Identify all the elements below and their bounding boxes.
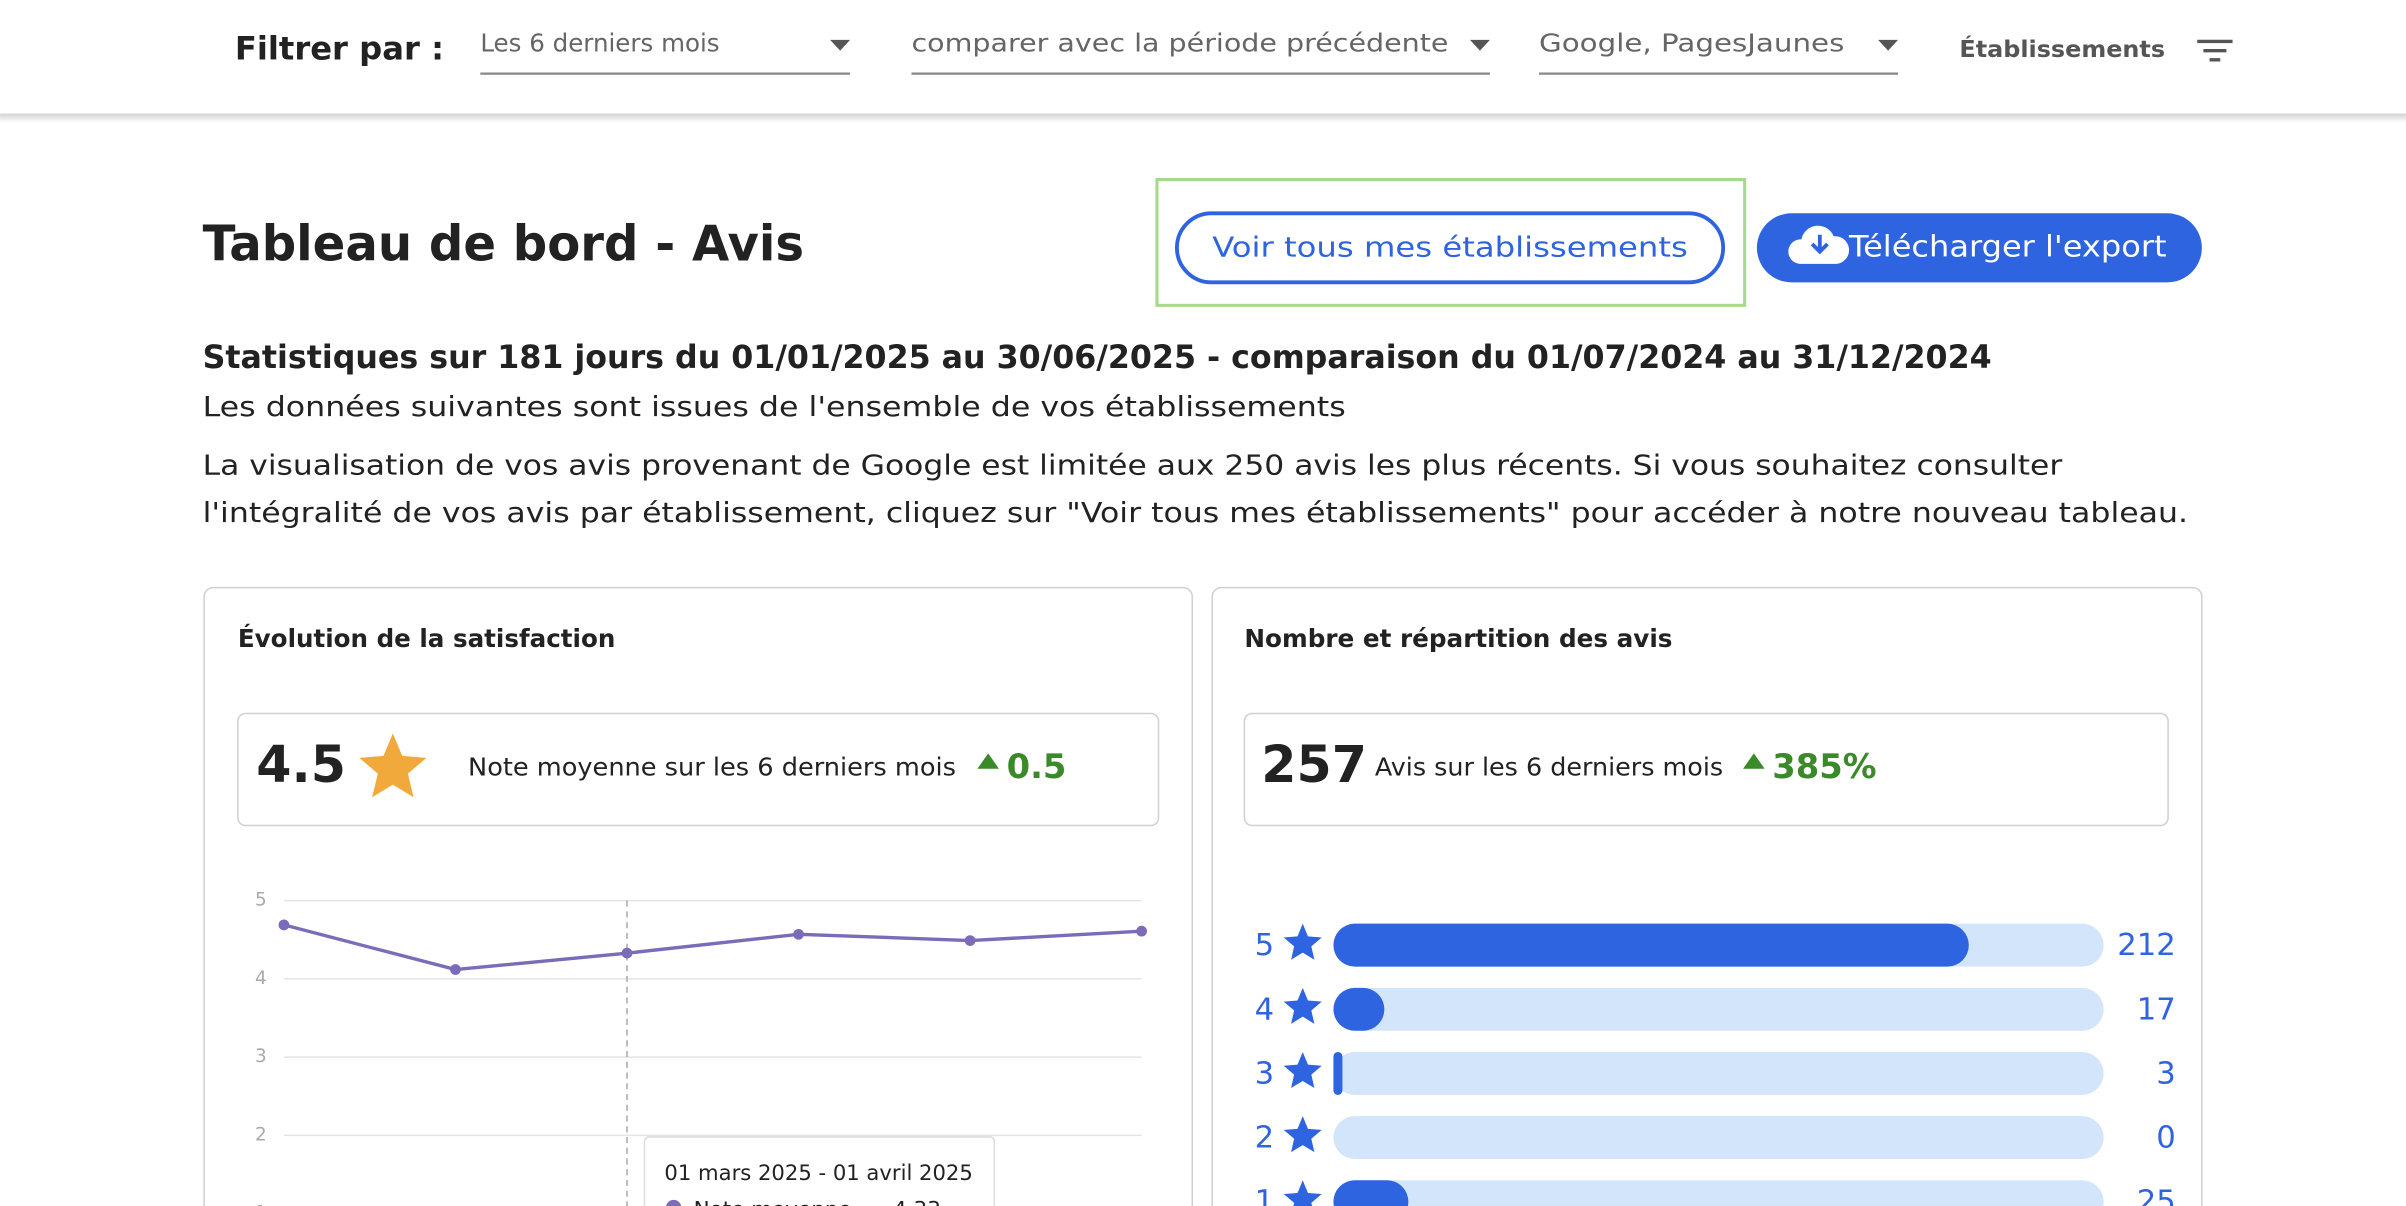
download-arrow [1810,234,1829,255]
point [1136,925,1147,937]
kpi-delta: 0.5 [1007,747,1067,786]
y-tick-label: 3 [255,1046,267,1067]
caret [1469,39,1490,51]
line [283,923,1142,972]
bar-track [1333,1051,2104,1095]
rating-star [1283,1116,1322,1153]
dropdown-value: comparer avec la période précédente [911,28,1448,57]
notice-line: La visualisation de vos avis provenant d… [203,448,2063,481]
tooltip-series: Note moyenne [694,1198,852,1206]
kpi-label: Note moyenne sur les 6 derniers mois [468,753,956,782]
up-arrow [977,753,999,769]
bar-track [1333,987,2104,1031]
filter-icon [2197,39,2233,62]
scope-text: Les données suivantes sont issues de l'e… [203,390,1346,423]
page-title: Tableau de bord - Avis [203,215,804,273]
caret [830,39,851,51]
point [278,919,290,931]
header-shadow [0,113,2406,123]
y-tick-label: 1 [255,1203,267,1206]
point [450,964,461,975]
comparison-dropdown[interactable]: comparer avec la période précédente [911,28,1490,75]
bar [1333,923,1969,967]
up-arrow [1743,753,1765,769]
count-label: 25 [2137,1185,2176,1206]
card-title: Nombre et répartition des avis [1244,624,1672,653]
kpi-value: 257 [1261,735,1367,794]
count-label: 0 [2156,1121,2176,1156]
y-tick-label: 2 [255,1124,267,1145]
dropdown-value: Les 6 derniers mois [480,28,719,57]
button-frame [1174,211,1726,285]
count-label: 212 [2117,928,2176,963]
stats-heading: Statistiques sur 181 jours du 01/01/2025… [203,338,1992,376]
export-button[interactable]: Télécharger l'export [1756,213,2202,283]
satisfaction-card [203,586,1194,1206]
rating-star [1283,987,1322,1024]
tooltip-dot [666,1199,682,1206]
bar [1333,1051,1343,1095]
sources-dropdown[interactable]: Google, PagesJaunes [1539,28,1899,75]
bar [1333,987,1385,1031]
kpi-box [237,712,1160,827]
tooltip-title: 01 mars 2025 - 01 avril 2025 [664,1161,972,1186]
rating-star [1283,923,1322,960]
highlight-box [1155,177,1747,307]
filter-bar [0,0,2406,114]
line-chart: 1 2 3 4 5 01 mars 2025 - 01 avril 2025 Note mo… [255,890,1147,1206]
rating-label: 3 [1255,1056,1275,1091]
tooltip [643,1136,996,1206]
button-frame [1756,213,2202,283]
rating-label: 2 [1255,1121,1275,1156]
y-tick-label: 5 [255,890,267,911]
bar-track [1333,1180,2104,1206]
establishments-filter[interactable]: Établissements [1959,35,2233,63]
all-establishments-button[interactable]: Voir tous mes établissements [1174,211,1726,285]
point [964,935,976,946]
kpi-label: Avis sur les 6 derniers mois [1375,753,1723,782]
count-label: 17 [2137,992,2176,1027]
bar-track [1333,1116,2104,1160]
caret [1878,39,1899,51]
kpi-box [1243,712,2169,827]
kpi-delta: 385% [1772,747,1876,786]
filter-button-label: Établissements [1959,35,2165,63]
count-label: 3 [2156,1056,2176,1091]
button-label: Télécharger l'export [1848,230,2167,264]
button-label: Voir tous mes établissements [1212,231,1688,264]
rating-label: 1 [1255,1185,1275,1206]
rating-label: 4 [1255,992,1275,1027]
rating-label: 5 [1255,928,1275,963]
bar [1333,1180,1409,1206]
card-title: Évolution de la satisfaction [238,624,615,653]
kpi-value: 4.5 [256,735,346,794]
dropdown-value: Google, PagesJaunes [1539,28,1844,57]
notice-line: l'intégralité de vos avis par établissem… [203,496,2188,529]
rating-star [1283,1051,1322,1089]
rating-bars: 5 212 4 17 3 3 2 0 1 25 [1255,923,2176,1206]
distribution-card [1211,586,2203,1206]
tooltip-value: 4.33 [893,1198,941,1206]
point [793,928,804,940]
rating-star [1283,1180,1322,1206]
point [621,947,633,959]
y-tick-label: 4 [255,968,267,989]
filter-label: Filtrer par : [235,30,444,68]
star-icon [359,733,427,798]
period-dropdown[interactable]: Les 6 derniers mois [480,28,851,75]
